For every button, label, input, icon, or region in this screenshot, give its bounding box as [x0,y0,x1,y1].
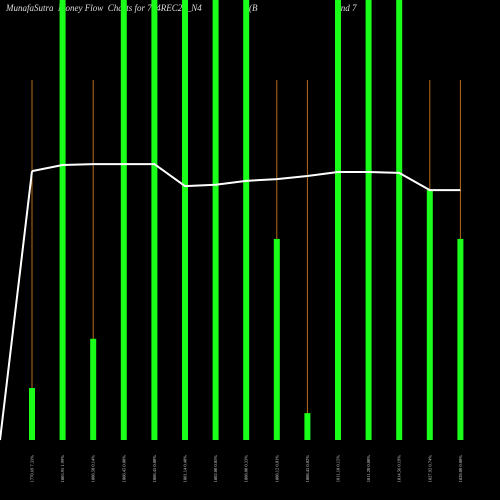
x-tick-label: 1808.45 0.00% [121,455,126,483]
x-tick-label: 1828.00 0.00% [458,455,463,483]
x-tick-label: 1811.18 0.15% [336,455,341,482]
bar [426,190,433,440]
bar [396,0,403,440]
x-tick-label: 1814.56 0.19% [397,455,402,483]
x-tick-label: 1802.00 0.05% [213,455,218,483]
x-tick-label: 1811.20 0.00% [366,455,371,482]
bar [212,0,219,440]
bar [90,338,97,440]
x-tick-label: 1808.00 0.33% [244,455,249,483]
bar [243,0,250,440]
bar [29,388,35,440]
x-tick-label: 1808.12 0.01% [274,455,279,483]
chart-title: MunafaSutra Money Flow Charts for 704REC… [5,3,357,13]
x-tick-label: 1827.92 0.74% [427,455,432,483]
bar [335,0,341,440]
bar [182,0,188,440]
bar [457,238,464,440]
bar [120,0,127,440]
bar [304,413,311,440]
x-tick-label: 1801.14 0.40% [183,455,188,483]
x-tick-label: 1808.45 0.00% [152,455,157,483]
x-tick-label: 1808.50 0.14% [91,455,96,483]
lead-in [0,171,33,441]
x-tick-label: 1808.45 0.02% [305,455,310,483]
x-tick-label: 1770.69 7.33% [30,455,35,483]
bar [365,0,372,440]
x-tick-label: 1805.95 1.99% [60,455,65,483]
bar [273,238,280,440]
bar [59,0,66,440]
flow-line [31,163,461,192]
bar [151,0,158,440]
